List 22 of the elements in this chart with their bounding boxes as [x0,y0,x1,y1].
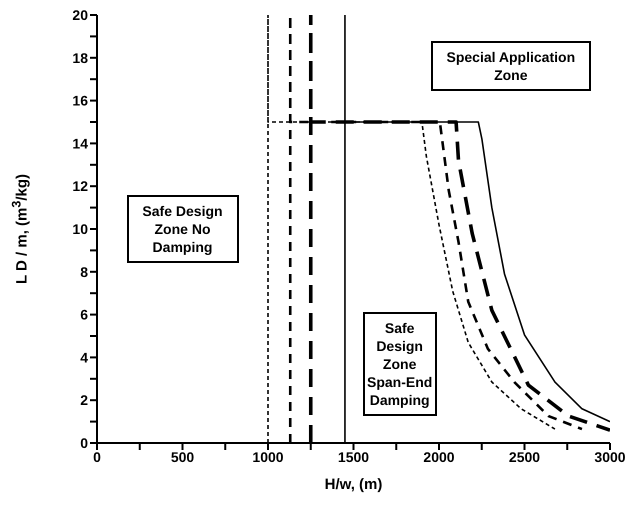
y-tick-label: 12 [72,178,88,194]
x-tick-label: 2500 [508,448,540,465]
annotation: Safe Design Zone No Damping [126,195,238,263]
y-tick-label: 8 [80,264,88,280]
y-tick-label: 20 [72,6,88,23]
y-tick-label: 10 [72,220,88,237]
x-tick-label: 1500 [338,448,370,465]
y-tick-label: 2 [80,392,88,408]
y-tick-label: 14 [72,135,88,152]
x-tick-label: 1000 [252,448,284,465]
x-axis-title: H/w, (m) [324,476,382,493]
y-tick-label: 4 [80,349,88,366]
x-tick-label: 2000 [423,448,455,465]
x-tick-label: 0 [93,448,102,465]
x-tick-label: 3000 [594,448,626,465]
annotation: Special Application Zone [430,41,591,92]
y-tick-label: 16 [72,92,88,109]
x-tick-label: 500 [170,448,194,465]
y-tick-label: 0 [80,434,88,451]
annotation: Safe Design Zone Span-End Damping [362,312,437,416]
y-tick-label: 6 [80,306,88,323]
y-tick-label: 18 [72,50,88,66]
